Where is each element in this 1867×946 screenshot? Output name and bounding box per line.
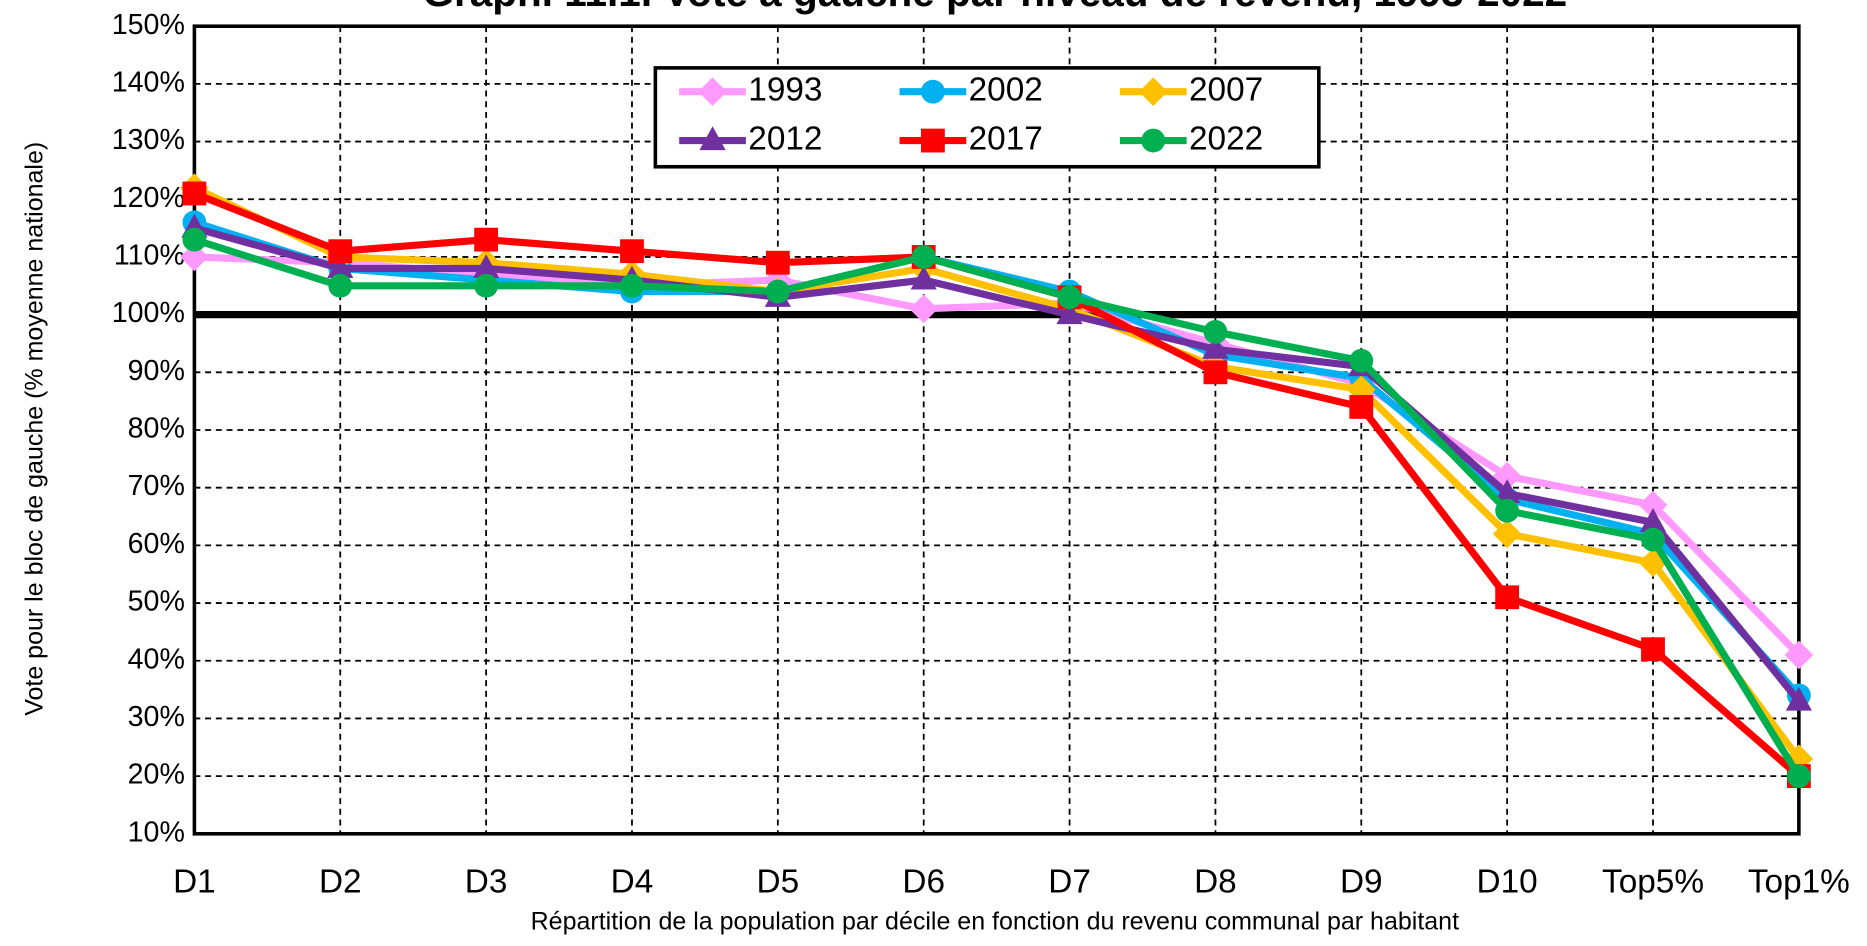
point (909, 294, 938, 324)
series-line (193, 218, 1802, 698)
point (474, 273, 499, 298)
point (620, 273, 644, 298)
y-tick-label: 80% (128, 413, 185, 445)
y-tick-label: 90% (128, 355, 185, 387)
x-tick-label: D10 (1477, 864, 1538, 901)
point (474, 227, 499, 252)
point (1492, 519, 1522, 549)
point (182, 227, 207, 252)
point (1057, 285, 1082, 310)
point (1641, 527, 1665, 552)
x-tick-label: D6 (902, 864, 945, 901)
legend-label: 2012 (748, 120, 822, 157)
legend-box (653, 66, 1321, 169)
point (620, 239, 644, 264)
y-tick-label: 60% (128, 528, 185, 560)
point (327, 254, 354, 279)
y-tick-label: 70% (128, 470, 185, 502)
chart-title: Graph. 11.1. Vote à gauche par niveau de… (423, 0, 1568, 15)
point (1203, 320, 1228, 344)
y-tick-label: 110% (114, 239, 185, 271)
point (1784, 640, 1814, 670)
point (473, 254, 500, 279)
legend-label: 2007 (1189, 72, 1263, 109)
y-tick-label: 10% (128, 816, 185, 848)
legend-label: 2022 (1189, 120, 1263, 157)
y-tick-label: 40% (128, 643, 185, 675)
x-tick-label: D7 (1048, 864, 1091, 901)
y-tick-label: 120% (112, 182, 185, 214)
y-tick-label: 130% (112, 124, 185, 156)
x-tick-label: D8 (1194, 864, 1237, 901)
point (1639, 508, 1667, 532)
x-axis-label: Répartition de la population par décile … (531, 908, 1459, 936)
point (1785, 686, 1812, 711)
point (1138, 77, 1168, 107)
x-tick-label: D2 (319, 864, 362, 901)
point (1495, 585, 1520, 610)
point (1202, 334, 1229, 359)
x-tick-label: D5 (757, 864, 800, 901)
x-tick-label: D3 (465, 864, 508, 901)
point (920, 128, 945, 153)
point (765, 250, 790, 275)
point (1638, 490, 1668, 520)
point (1203, 360, 1228, 385)
point (699, 126, 726, 151)
legend-label: 2017 (969, 120, 1043, 157)
point (1786, 764, 1811, 789)
legend-label: 1993 (748, 72, 822, 109)
point (1641, 637, 1665, 662)
series-line (194, 253, 1802, 658)
series-line (193, 224, 1802, 704)
y-tick-label: 150% (112, 9, 185, 41)
point (1349, 395, 1374, 419)
point (920, 79, 945, 104)
series-line (192, 184, 1802, 761)
point (1349, 348, 1374, 373)
point (328, 239, 353, 264)
series-line (193, 236, 1802, 778)
point (1141, 128, 1166, 153)
point (698, 77, 727, 107)
x-tick-label: D9 (1340, 864, 1383, 901)
legend-label: 2002 (969, 72, 1043, 109)
x-tick-label: D1 (173, 864, 216, 901)
y-axis-label: Vote pour le bloc de gauche (% moyenne n… (21, 142, 49, 716)
x-tick-label: D4 (611, 864, 654, 901)
point (182, 181, 207, 206)
y-tick-label: 20% (128, 759, 185, 791)
x-tick-label: Top1% (1748, 864, 1850, 901)
y-tick-label: 140% (112, 66, 185, 98)
point (328, 273, 353, 298)
y-tick-label: 100% (112, 297, 185, 329)
point (765, 279, 790, 304)
plot-frame (192, 24, 1801, 836)
point (1056, 300, 1083, 325)
point (1495, 498, 1520, 523)
y-tick-label: 30% (128, 701, 185, 733)
point (911, 245, 936, 269)
y-tick-label: 50% (128, 586, 185, 618)
point (910, 265, 937, 290)
x-tick-label: Top5% (1602, 864, 1704, 901)
point (1494, 479, 1521, 503)
